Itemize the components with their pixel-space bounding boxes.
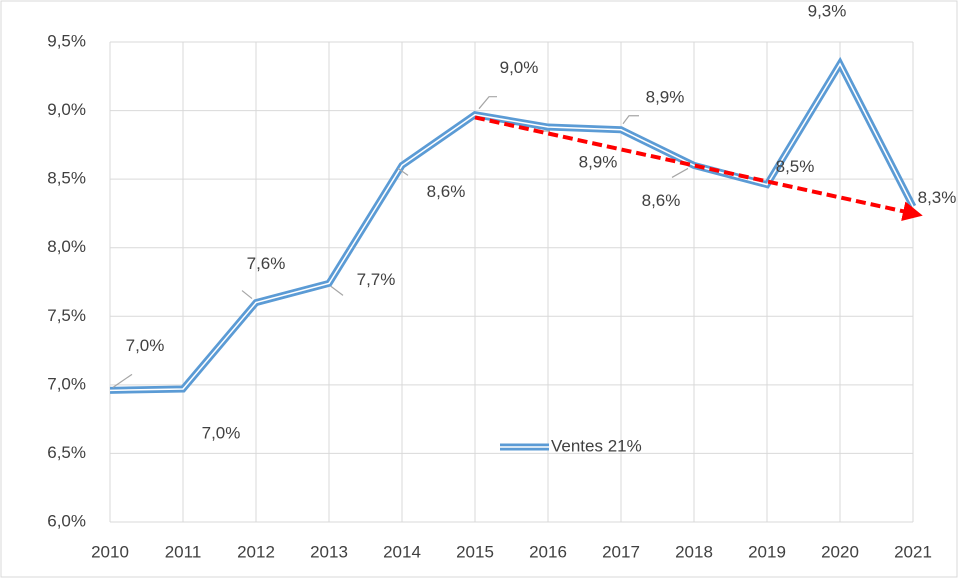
- label-leader: [330, 285, 344, 296]
- y-tick-label: 7,5%: [47, 306, 86, 325]
- data-label: 7,0%: [126, 336, 165, 355]
- label-leader: [397, 167, 409, 176]
- data-label: 8,6%: [642, 191, 681, 210]
- label-leader: [478, 96, 497, 110]
- data-label: 8,9%: [646, 87, 685, 106]
- data-label: 8,3%: [918, 188, 957, 207]
- y-tick-label: 9,5%: [47, 31, 86, 50]
- data-label: 7,6%: [247, 254, 286, 273]
- label-leader: [622, 115, 639, 125]
- x-tick-label: 2010: [91, 542, 129, 561]
- data-label: 7,0%: [202, 423, 241, 442]
- y-tick-label: 8,5%: [47, 169, 86, 188]
- y-tick-label: 7,0%: [47, 374, 86, 393]
- data-label: 9,3%: [808, 1, 847, 20]
- x-tick-label: 2017: [602, 542, 640, 561]
- data-label: 7,7%: [357, 270, 396, 289]
- data-label: 9,0%: [500, 58, 539, 77]
- y-tick-label: 9,0%: [47, 100, 86, 119]
- x-tick-label: 2018: [675, 542, 713, 561]
- y-tick-label: 6,0%: [47, 511, 86, 530]
- data-label: 8,6%: [427, 182, 466, 201]
- x-tick-label: 2021: [894, 542, 932, 561]
- label-leader: [241, 290, 253, 300]
- label-leader: [671, 167, 689, 178]
- legend-label: Ventes 21%: [551, 436, 642, 455]
- x-tick-label: 2011: [165, 542, 202, 561]
- x-tick-label: 2020: [821, 542, 859, 561]
- y-tick-label: 8,0%: [47, 237, 86, 256]
- x-tick-label: 2014: [383, 542, 421, 561]
- x-tick-label: 2015: [456, 542, 494, 561]
- y-tick-label: 6,5%: [47, 443, 86, 462]
- data-label: 8,9%: [579, 153, 618, 172]
- x-tick-label: 2012: [237, 542, 275, 561]
- x-tick-label: 2016: [529, 542, 567, 561]
- x-tick-label: 2013: [310, 542, 348, 561]
- data-label: 8,5%: [776, 157, 815, 176]
- x-tick-label: 2019: [748, 542, 786, 561]
- label-leader: [112, 373, 133, 388]
- series-line-highlight: [109, 62, 914, 392]
